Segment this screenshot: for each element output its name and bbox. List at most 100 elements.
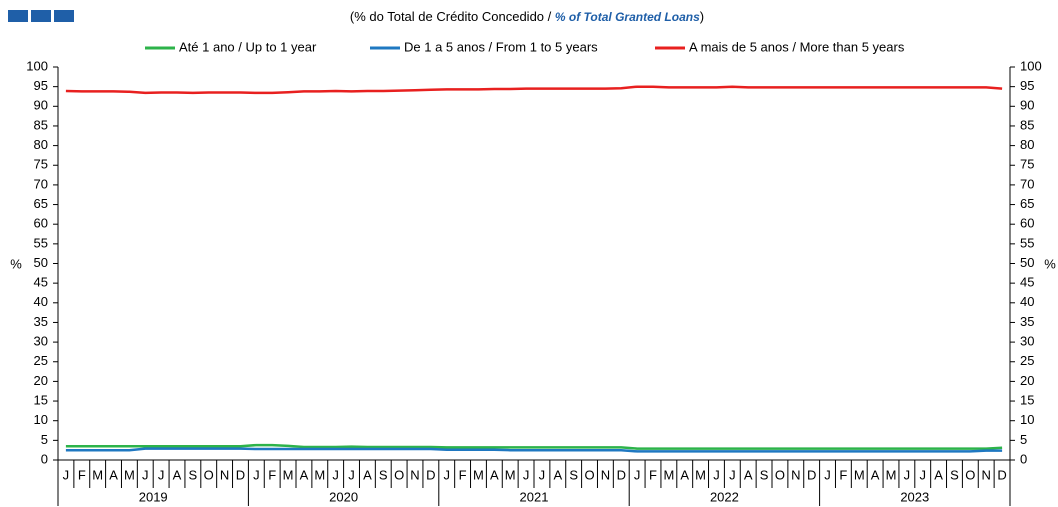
y2-tick-label: 65 — [1020, 196, 1034, 211]
y2-tick-label: 15 — [1020, 392, 1034, 407]
x-tick-label: J — [634, 467, 641, 482]
y-tick-label: 40 — [34, 294, 48, 309]
x-tick-label: A — [934, 467, 943, 482]
y-tick-label: 80 — [34, 137, 48, 152]
chart-title: (% do Total de Crédito Concedido / % of … — [350, 9, 704, 24]
year-label: 2022 — [710, 489, 739, 504]
y-tick-label: 20 — [34, 373, 48, 388]
x-tick-label: A — [871, 467, 880, 482]
x-tick-label: O — [965, 467, 975, 482]
x-tick-label: D — [617, 467, 626, 482]
x-tick-label: F — [78, 467, 86, 482]
x-tick-label: D — [807, 467, 816, 482]
logo-block — [8, 10, 28, 22]
x-tick-label: A — [744, 467, 753, 482]
x-tick-label: N — [220, 467, 229, 482]
x-tick-label: J — [158, 467, 165, 482]
year-label: 2019 — [139, 489, 168, 504]
y2-tick-label: 70 — [1020, 176, 1034, 191]
y-tick-label: 60 — [34, 216, 48, 231]
year-label: 2021 — [520, 489, 549, 504]
x-tick-label: M — [92, 467, 103, 482]
y2-tick-label: 85 — [1020, 117, 1034, 132]
y-tick-label: 35 — [34, 314, 48, 329]
x-tick-label: J — [63, 467, 70, 482]
y2-tick-label: 75 — [1020, 157, 1034, 172]
title-close: ) — [700, 9, 704, 24]
x-tick-label: M — [854, 467, 865, 482]
y2-tick-label: 45 — [1020, 275, 1034, 290]
x-tick-label: N — [982, 467, 991, 482]
y2-tick-label: 100 — [1020, 58, 1042, 73]
y-tick-label: 10 — [34, 412, 48, 427]
y-tick-label: 25 — [34, 353, 48, 368]
y2-tick-label: 0 — [1020, 451, 1027, 466]
y2-tick-label: 80 — [1020, 137, 1034, 152]
x-tick-label: J — [142, 467, 149, 482]
y-tick-label: 70 — [34, 176, 48, 191]
x-tick-label: J — [729, 467, 736, 482]
y-tick-label: 100 — [26, 58, 48, 73]
x-tick-label: M — [473, 467, 484, 482]
x-tick-label: M — [663, 467, 674, 482]
x-tick-label: F — [649, 467, 657, 482]
x-tick-label: A — [490, 467, 499, 482]
x-tick-label: A — [300, 467, 309, 482]
x-tick-label: J — [332, 467, 339, 482]
year-label: 2020 — [329, 489, 358, 504]
x-tick-label: A — [363, 467, 372, 482]
legend-label: Até 1 ano / Up to 1 year — [179, 39, 317, 54]
y-tick-label: 65 — [34, 196, 48, 211]
x-tick-label: A — [680, 467, 689, 482]
x-tick-label: M — [505, 467, 516, 482]
series-line — [65, 447, 1003, 453]
y2-tick-label: 10 — [1020, 412, 1034, 427]
x-tick-label: S — [189, 467, 198, 482]
x-tick-label: F — [459, 467, 467, 482]
x-tick-label: N — [410, 467, 419, 482]
x-tick-label: M — [886, 467, 897, 482]
logo-block — [31, 10, 51, 22]
x-tick-label: S — [950, 467, 959, 482]
y2-tick-label: 25 — [1020, 353, 1034, 368]
x-tick-label: J — [904, 467, 911, 482]
y2-tick-label: 30 — [1020, 334, 1034, 349]
y2-tick-label: 5 — [1020, 432, 1027, 447]
x-tick-label: M — [283, 467, 294, 482]
y2-tick-label: 35 — [1020, 314, 1034, 329]
y-tick-label: 95 — [34, 78, 48, 93]
y-tick-label: 50 — [34, 255, 48, 270]
x-tick-label: J — [539, 467, 546, 482]
x-tick-label: A — [173, 467, 182, 482]
y2-axis-label: % — [1044, 256, 1056, 271]
x-tick-label: S — [760, 467, 769, 482]
x-tick-label: A — [109, 467, 118, 482]
y-tick-label: 30 — [34, 334, 48, 349]
y-tick-label: 5 — [41, 432, 48, 447]
x-tick-label: J — [824, 467, 831, 482]
y2-tick-label: 90 — [1020, 98, 1034, 113]
y2-tick-label: 60 — [1020, 216, 1034, 231]
x-tick-label: D — [236, 467, 245, 482]
x-tick-label: J — [443, 467, 450, 482]
title-pt: (% do Total de Crédito Concedido / — [350, 9, 555, 24]
y-tick-label: 15 — [34, 392, 48, 407]
x-tick-label: F — [268, 467, 276, 482]
x-tick-label: S — [569, 467, 578, 482]
x-tick-label: A — [553, 467, 562, 482]
x-tick-label: D — [997, 467, 1006, 482]
logo-block — [54, 10, 74, 22]
x-tick-label: O — [775, 467, 785, 482]
x-tick-label: O — [584, 467, 594, 482]
y2-tick-label: 55 — [1020, 235, 1034, 250]
x-tick-label: D — [426, 467, 435, 482]
y-axis-label: % — [10, 256, 22, 271]
x-tick-label: J — [713, 467, 720, 482]
y2-tick-label: 95 — [1020, 78, 1034, 93]
y-tick-label: 90 — [34, 98, 48, 113]
y2-tick-label: 40 — [1020, 294, 1034, 309]
y-tick-label: 45 — [34, 275, 48, 290]
x-tick-label: N — [791, 467, 800, 482]
series-line — [65, 443, 1003, 450]
